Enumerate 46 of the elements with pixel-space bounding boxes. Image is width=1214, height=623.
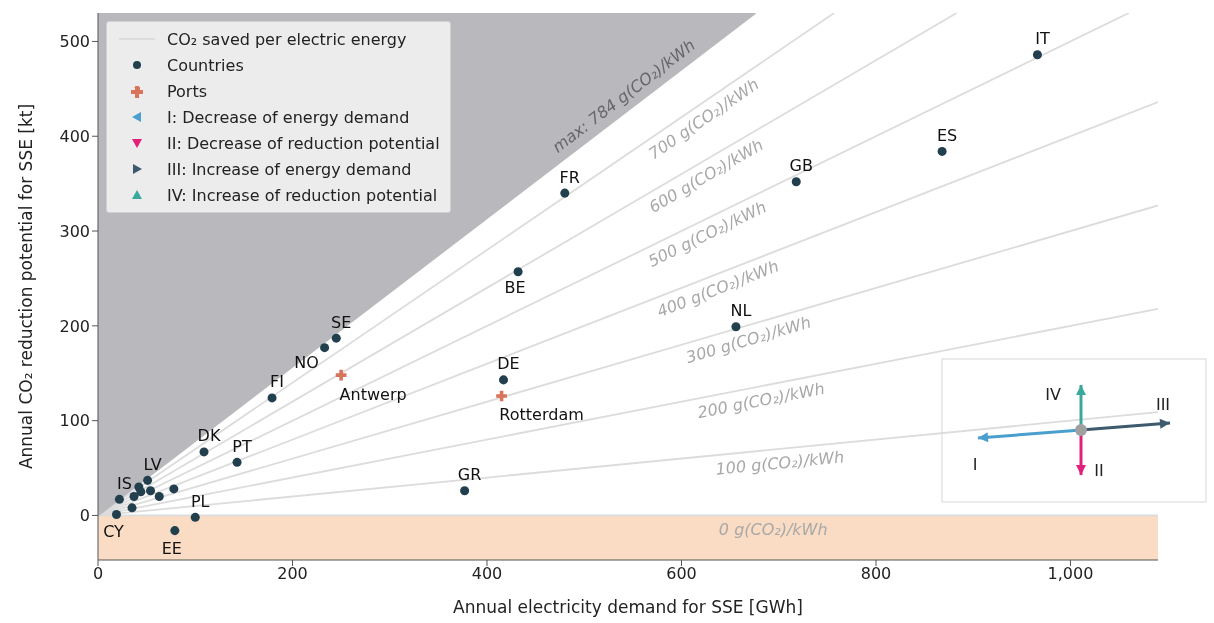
data-label: BE xyxy=(504,278,526,298)
x-tick-label: 0 xyxy=(92,564,104,584)
data-label: IS xyxy=(116,473,132,493)
y-tick-label: 0 xyxy=(79,506,90,526)
data-label: LV xyxy=(143,454,162,474)
legend-label: Ports xyxy=(167,81,208,101)
x-axis-title: Annual electricity demand for SSE [GWh] xyxy=(453,597,803,617)
data-label: CY xyxy=(103,522,125,541)
x-tick-label: 600 xyxy=(666,564,697,584)
x-tick-label: 200 xyxy=(277,564,308,584)
data-label: SE xyxy=(331,312,352,332)
x-tick-label: 800 xyxy=(860,564,892,584)
y-tick-label: 500 xyxy=(59,32,90,52)
data-label: Rotterdam xyxy=(499,405,584,425)
legend-label: I: Decrease of energy demand xyxy=(167,107,410,127)
data-label: GB xyxy=(789,156,813,176)
data-label: EE xyxy=(161,539,182,559)
annotation: III xyxy=(1155,394,1171,414)
data-label: ES xyxy=(936,125,958,145)
data-label: PL xyxy=(190,491,210,511)
annotation: I xyxy=(972,454,978,474)
data-label: FR xyxy=(559,167,580,187)
annotation: 0 g(CO₂)/kWh xyxy=(718,519,828,539)
x-tick-label: 1,000 xyxy=(1047,564,1094,584)
data-label: DK xyxy=(197,426,221,446)
data-label: GR xyxy=(457,465,482,485)
data-label: PT xyxy=(232,436,252,456)
y-tick-label: 200 xyxy=(59,316,90,336)
legend-label: II: Decrease of reduction potential xyxy=(167,133,440,153)
annotation: IV xyxy=(1045,384,1061,404)
legend-label: CO₂ saved per electric energy xyxy=(167,29,407,49)
legend-label: III: Increase of energy demand xyxy=(167,159,412,179)
x-tick-label: 400 xyxy=(471,564,503,584)
data-label: IT xyxy=(1035,29,1050,49)
y-tick-label: 100 xyxy=(59,411,90,431)
annotation: II xyxy=(1094,460,1104,480)
legend-label: Countries xyxy=(167,55,244,75)
data-label: Antwerp xyxy=(339,384,407,404)
annotation: 100 g(CO₂)/kWh xyxy=(714,447,846,479)
y-tick-label: 300 xyxy=(59,221,90,241)
data-label: FI xyxy=(270,372,285,392)
data-label: DE xyxy=(497,354,520,374)
data-label: NO xyxy=(294,353,319,373)
legend-label: IV: Increase of reduction potential xyxy=(167,185,438,205)
y-axis-title: Annual CO₂ reduction potential for SSE [kt] xyxy=(16,103,37,470)
y-tick-label: 400 xyxy=(59,126,90,146)
